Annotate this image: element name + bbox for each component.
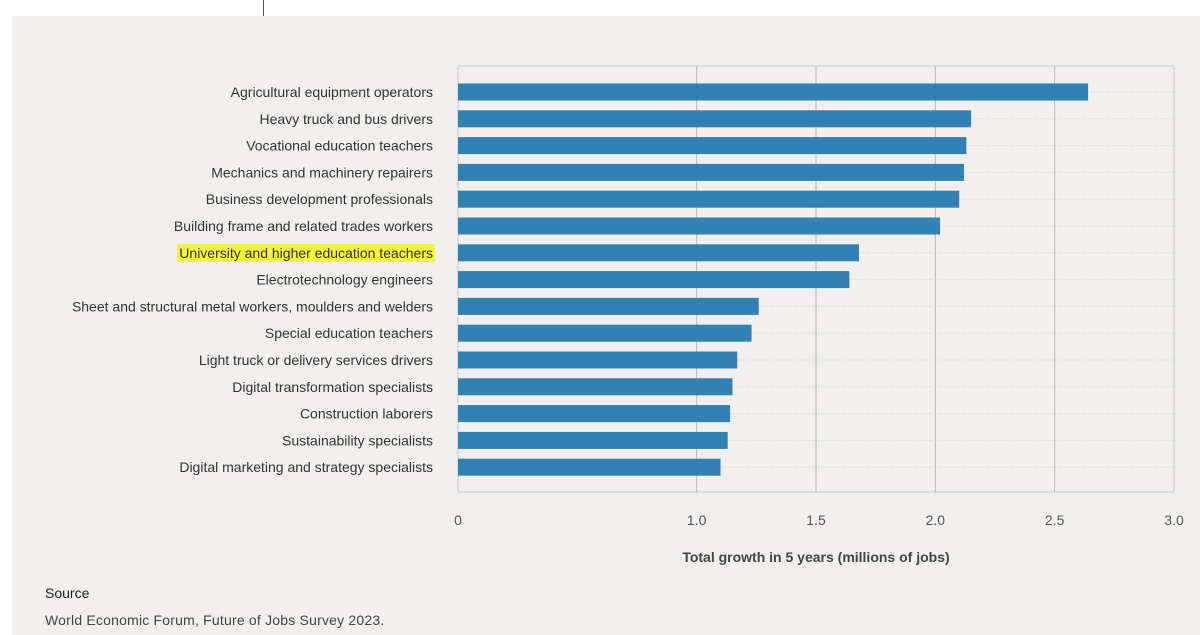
category-label: University and higher education teachers <box>179 245 433 261</box>
bar <box>458 351 738 369</box>
category-label: Digital marketing and strategy specialis… <box>179 459 433 475</box>
bar <box>458 431 728 449</box>
x-tick-label: 1.5 <box>806 512 826 528</box>
bar <box>458 458 721 476</box>
top-divider <box>263 0 264 16</box>
bar-chart: Agricultural equipment operators Heavy tr… <box>72 65 1184 565</box>
source-label: Source <box>45 585 90 601</box>
x-tick-label: 0 <box>454 512 462 528</box>
label-highlight <box>177 243 435 262</box>
bar <box>458 271 850 289</box>
bar <box>458 137 967 155</box>
x-tick-label: 2.5 <box>1045 512 1065 528</box>
category-label: Special education teachers <box>265 325 433 341</box>
category-label: Vocational education teachers <box>246 138 433 154</box>
category-label: Building frame and related trades worker… <box>174 218 433 234</box>
category-label: Mechanics and machinery repairers <box>211 164 433 180</box>
bar <box>458 378 733 396</box>
category-label: Agricultural equipment operators <box>231 84 433 100</box>
category-label: Digital transformation specialists <box>232 379 433 395</box>
chart-panel: Agricultural equipment operators Heavy tr… <box>12 16 1200 635</box>
x-axis-title: Total growth in 5 years (millions of job… <box>682 549 949 565</box>
source-text: World Economic Forum, Future of Jobs Sur… <box>45 612 385 628</box>
category-label: Heavy truck and bus drivers <box>259 111 433 127</box>
category-label: Sustainability specialists <box>282 432 433 448</box>
category-label: Electrotechnology engineers <box>256 272 433 288</box>
bar <box>458 297 759 315</box>
bar <box>458 405 731 423</box>
category-label: Light truck or delivery services drivers <box>199 352 433 368</box>
bar <box>458 244 859 262</box>
bar <box>458 324 752 342</box>
x-tick-label: 1.0 <box>687 512 707 528</box>
bar <box>458 83 1089 101</box>
x-tick-label: 3.0 <box>1164 512 1184 528</box>
x-tick-label: 2.0 <box>926 512 946 528</box>
bar <box>458 110 972 128</box>
bar <box>458 190 960 208</box>
bar <box>458 217 941 235</box>
category-label: Construction laborers <box>300 406 433 422</box>
category-label: Business development professionals <box>206 191 433 207</box>
bar <box>458 163 964 181</box>
category-label: Sheet and structural metal workers, moul… <box>72 298 433 314</box>
